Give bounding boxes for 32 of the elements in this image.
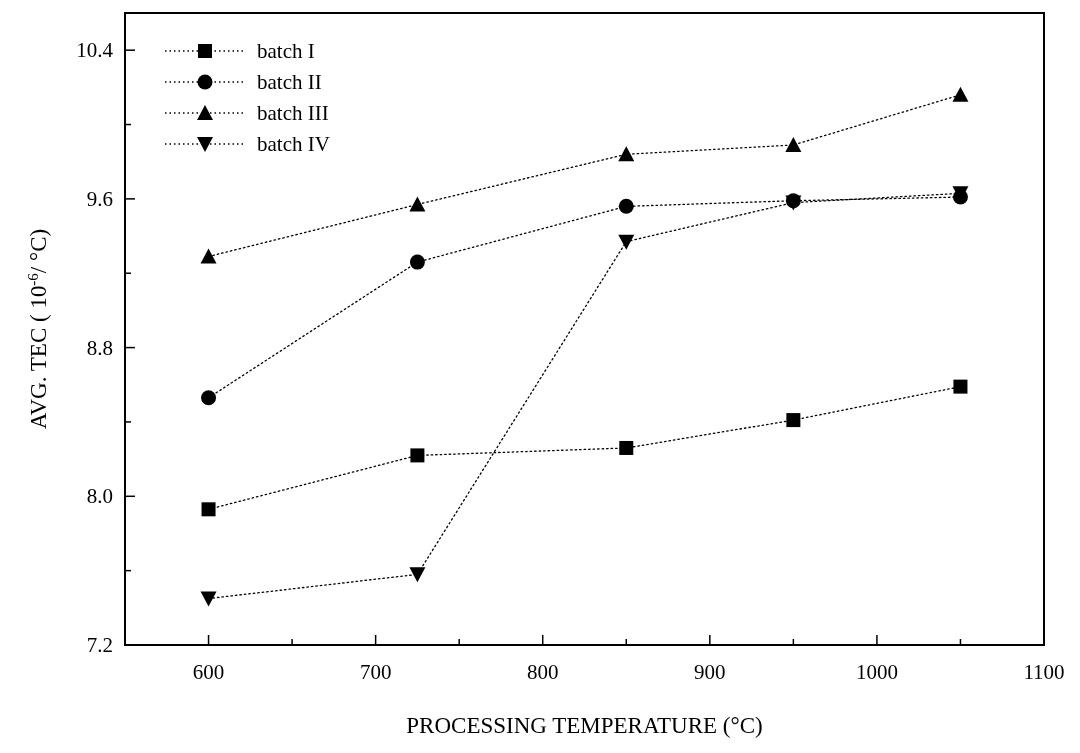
point <box>409 567 426 583</box>
point <box>409 196 426 212</box>
y-tick-label: 7.2 <box>86 633 113 657</box>
point <box>201 390 217 406</box>
x-tick-label: 900 <box>694 660 726 684</box>
point <box>785 136 802 152</box>
y-tick-label: 9.6 <box>86 186 113 211</box>
point <box>618 146 635 162</box>
point <box>409 254 425 270</box>
legend-label: batch IV <box>257 132 330 156</box>
point <box>953 379 968 394</box>
legend-label: batch II <box>257 70 322 94</box>
y-tick-label: 8.0 <box>86 484 113 509</box>
point <box>952 86 969 102</box>
y-tick-label: 10.4 <box>76 38 114 63</box>
x-tick-label: 800 <box>526 660 559 684</box>
legend-label: batch I <box>257 39 315 63</box>
point <box>200 248 217 264</box>
point <box>786 413 801 428</box>
x-tick-label: 1000 <box>855 660 898 684</box>
point <box>619 440 634 455</box>
point <box>618 234 635 250</box>
legend-label: batch III <box>257 101 329 125</box>
point <box>410 448 425 463</box>
x-axis-title: PROCESSING TEMPERATURE (°C) <box>406 713 763 738</box>
x-tick-label: 700 <box>359 660 392 684</box>
point <box>200 591 217 607</box>
x-tick-label: 600 <box>192 660 225 684</box>
y-tick-label: 8.8 <box>86 335 113 360</box>
x-tick-label: 1100 <box>1023 660 1065 684</box>
point <box>618 198 634 214</box>
point <box>201 502 216 517</box>
